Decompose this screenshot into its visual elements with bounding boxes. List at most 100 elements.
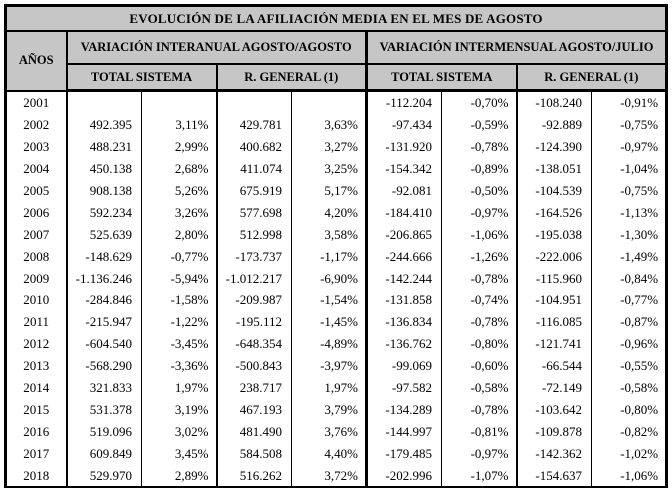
percent-cell: 3,72% <box>291 464 367 488</box>
percent-cell: 3,27% <box>291 135 367 158</box>
value-cell: -116.085 <box>515 310 592 333</box>
percent-cell: 2,99% <box>141 135 217 158</box>
percent-cell: -0,78% <box>441 398 517 421</box>
percent-cell: -0,82% <box>590 420 667 443</box>
value-cell: 238.717 <box>215 376 292 399</box>
value-cell: -284.846 <box>65 289 142 311</box>
value-cell: 519.096 <box>65 420 142 443</box>
value-cell: -142.244 <box>365 267 442 290</box>
title-row: EVOLUCIÓN DE LA AFILIACIÓN MEDIA EN EL M… <box>5 5 667 32</box>
percent-cell: 3,25% <box>291 157 367 180</box>
value-cell: -195.112 <box>215 310 292 333</box>
percent-cell: -5,94% <box>141 267 217 290</box>
value-cell: 488.231 <box>65 135 142 158</box>
table-header: EVOLUCIÓN DE LA AFILIACIÓN MEDIA EN EL M… <box>5 5 667 92</box>
percent-cell: -1,22% <box>141 310 217 333</box>
percent-cell: -1,06% <box>590 464 667 488</box>
percent-cell: -4,89% <box>291 332 367 355</box>
value-cell: 411.074 <box>215 157 292 180</box>
year-cell: 2013 <box>5 354 67 377</box>
value-cell: -568.290 <box>65 354 142 377</box>
value-cell: 450.138 <box>65 157 142 180</box>
percent-cell: -0,78% <box>441 267 517 290</box>
value-cell: 577.698 <box>215 201 292 224</box>
year-cell: 2014 <box>5 376 67 399</box>
value-cell: -142.362 <box>515 442 592 465</box>
percent-cell: -0,74% <box>441 289 517 311</box>
table-row: 2005 908.138 5,26% 675.919 5,17% -92.081 -0,50… <box>5 179 667 202</box>
table-row: 2004 450.138 2,68% 411.074 3,25% -154.342 -0,8… <box>5 157 667 180</box>
year-cell: 2002 <box>5 113 67 136</box>
table-row: 2008 -148.629 -0,77% -173.737 -1,17% -244.666… <box>5 245 667 268</box>
value-cell: -154.637 <box>515 464 592 488</box>
table-row: 2015 531.378 3,19% 467.193 3,79% -134.289 -0,7… <box>5 398 667 421</box>
table-row: 2011 -215.947 -1,22% -195.112 -1,45% -136.834… <box>5 310 667 333</box>
value-cell: -164.526 <box>515 201 592 224</box>
value-cell: -112.204 <box>365 90 442 114</box>
table-row: 2001 -112.204 -0,70% -108.240 -0,91% <box>5 90 667 114</box>
percent-cell: -0,58% <box>590 376 667 399</box>
percent-cell: -6,90% <box>291 267 367 290</box>
percent-cell: 2,80% <box>141 223 217 246</box>
percent-cell: -1,17% <box>291 245 367 268</box>
value-cell: -648.354 <box>215 332 292 355</box>
percent-cell: -0,70% <box>441 90 517 114</box>
value-cell: -136.834 <box>365 310 442 333</box>
year-cell: 2016 <box>5 420 67 443</box>
value-cell: -104.539 <box>515 179 592 202</box>
value-cell: 512.998 <box>215 223 292 246</box>
year-cell: 2007 <box>5 223 67 246</box>
percent-cell: -0,55% <box>590 354 667 377</box>
value-cell: -134.289 <box>365 398 442 421</box>
percent-cell: 4,20% <box>291 201 367 224</box>
column-header-r-general-intermensual: R. GENERAL (1) <box>515 64 667 92</box>
column-header-interanual: VARIACIÓN INTERANUAL AGOSTO/AGOSTO <box>65 31 367 65</box>
value-cell: 675.919 <box>215 179 292 202</box>
column-header-total-sistema-interanual: TOTAL SISTEMA <box>65 64 217 92</box>
value-cell: 400.682 <box>215 135 292 158</box>
percent-cell: -0,77% <box>590 289 667 311</box>
value-cell: -131.920 <box>365 135 442 158</box>
percent-cell: -1,06% <box>441 223 517 246</box>
percent-cell: -1,04% <box>590 157 667 180</box>
value-cell: -108.240 <box>515 90 592 114</box>
value-cell: 481.490 <box>215 420 292 443</box>
table-row: 2006 592.234 3,26% 577.698 4,20% -184.410 -0,9… <box>5 201 667 224</box>
value-cell: -148.629 <box>65 245 142 268</box>
percent-cell: -3,97% <box>291 354 367 377</box>
percent-cell <box>291 90 367 114</box>
value-cell: -1.012.217 <box>215 267 292 290</box>
percent-cell: -1,02% <box>590 442 667 465</box>
table-row: 2013 -568.290 -3,36% -500.843 -3,97% -99.069-… <box>5 354 667 377</box>
percent-cell: 5,26% <box>141 179 217 202</box>
value-cell: -179.485 <box>365 442 442 465</box>
percent-cell: 3,63% <box>291 113 367 136</box>
percent-cell: -0,87% <box>590 310 667 333</box>
percent-cell: -1,07% <box>441 464 517 488</box>
percent-cell: 3,76% <box>291 420 367 443</box>
percent-cell: -1,49% <box>590 245 667 268</box>
percent-cell: -0,59% <box>441 113 517 136</box>
value-cell: -103.642 <box>515 398 592 421</box>
value-cell: -136.762 <box>365 332 442 355</box>
year-cell: 2015 <box>5 398 67 421</box>
column-header-years: AÑOS <box>5 31 67 92</box>
percent-cell: -0,80% <box>441 332 517 355</box>
percent-cell: -0,84% <box>590 267 667 290</box>
value-cell: -206.865 <box>365 223 442 246</box>
value-cell: -215.947 <box>65 310 142 333</box>
value-cell: -72.149 <box>515 376 592 399</box>
value-cell: 467.193 <box>215 398 292 421</box>
percent-cell: -3,45% <box>141 332 217 355</box>
year-cell: 2010 <box>5 289 67 311</box>
value-cell: -138.051 <box>515 157 592 180</box>
percent-cell: -0,91% <box>590 90 667 114</box>
table-title: EVOLUCIÓN DE LA AFILIACIÓN MEDIA EN EL M… <box>5 5 667 32</box>
percent-cell: 3,26% <box>141 201 217 224</box>
value-cell: -195.038 <box>515 223 592 246</box>
value-cell: 592.234 <box>65 201 142 224</box>
year-cell: 2018 <box>5 464 67 488</box>
percent-cell: 2,68% <box>141 157 217 180</box>
value-cell: -115.960 <box>515 267 592 290</box>
